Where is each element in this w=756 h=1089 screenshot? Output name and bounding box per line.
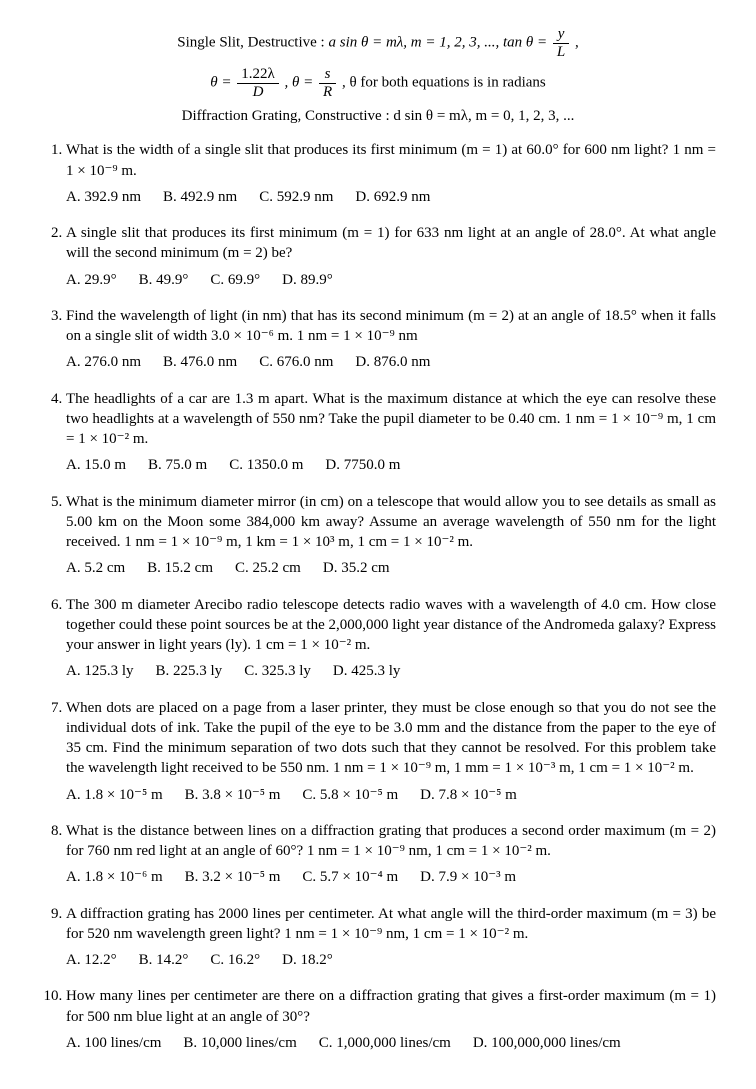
choice: A. 100 lines/cm (66, 1033, 161, 1053)
problem-item: Find the wavelength of light (in nm) tha… (66, 306, 716, 373)
problem-text: A diffraction grating has 2000 lines per… (66, 904, 716, 945)
choice: C. 69.9° (210, 270, 260, 290)
problem-item: The 300 m diameter Arecibo radio telesco… (66, 595, 716, 682)
problem-item: The headlights of a car are 1.3 m apart.… (66, 389, 716, 476)
problem-item: How many lines per centimeter are there … (66, 986, 716, 1053)
choice: B. 75.0 m (148, 455, 207, 475)
choice: A. 15.0 m (66, 455, 126, 475)
choice: B. 15.2 cm (147, 558, 213, 578)
fraction-den: R (319, 84, 336, 101)
choice: A. 276.0 nm (66, 352, 141, 372)
problem-list: What is the width of a single slit that … (40, 140, 716, 1053)
fraction-den: L (553, 44, 569, 61)
choice: A. 392.9 nm (66, 187, 141, 207)
problem-item: What is the minimum diameter mirror (in … (66, 492, 716, 579)
choice: B. 492.9 nm (163, 187, 237, 207)
problem-text: The headlights of a car are 1.3 m apart.… (66, 389, 716, 450)
problem-text: What is the minimum diameter mirror (in … (66, 492, 716, 553)
choice-row: A. 125.3 ly B. 225.3 ly C. 325.3 ly D. 425.… (66, 661, 716, 681)
formula-text: , θ = (285, 74, 318, 90)
choice-row: A. 1.8 × 10⁻⁵ m B. 3.8 × 10⁻⁵ m C. 5.8 × 1… (66, 785, 716, 805)
problem-text: When dots are placed on a page from a la… (66, 698, 716, 779)
choice: B. 10,000 lines/cm (183, 1033, 296, 1053)
formula-line-2: θ = 1.22λ D , θ = s R , θ for both equat… (40, 66, 716, 100)
choice-row: A. 12.2° B. 14.2° C. 16.2° D. 18.2° (66, 950, 716, 970)
choice: A. 5.2 cm (66, 558, 125, 578)
choice: B. 476.0 nm (163, 352, 237, 372)
choice: B. 3.8 × 10⁻⁵ m (185, 785, 281, 805)
choice: D. 7750.0 m (325, 455, 400, 475)
choice: D. 425.3 ly (333, 661, 401, 681)
formula-text: θ = (210, 74, 235, 90)
choice: B. 3.2 × 10⁻⁵ m (185, 867, 281, 887)
choice: C. 5.7 × 10⁻⁴ m (302, 867, 398, 887)
formula-text: Diffraction Grating, Constructive : d si… (182, 108, 575, 124)
problem-item: What is the distance between lines on a … (66, 821, 716, 888)
choice: D. 876.0 nm (355, 352, 430, 372)
choice: C. 1,000,000 lines/cm (319, 1033, 451, 1053)
fraction: s R (319, 66, 336, 100)
choice: C. 25.2 cm (235, 558, 301, 578)
formula-block: Single Slit, Destructive : a sin θ = mλ,… (40, 26, 716, 126)
choice-row: A. 15.0 m B. 75.0 m C. 1350.0 m D. 7750.0 m (66, 455, 716, 475)
formula-line-3: Diffraction Grating, Constructive : d si… (40, 106, 716, 126)
fraction: y L (553, 26, 569, 60)
choice: D. 35.2 cm (323, 558, 390, 578)
choice: B. 49.9° (139, 270, 189, 290)
choice: A. 1.8 × 10⁻⁶ m (66, 867, 163, 887)
fraction-num: s (319, 66, 336, 84)
choice-row: A. 1.8 × 10⁻⁶ m B. 3.2 × 10⁻⁵ m C. 5.7 × 1… (66, 867, 716, 887)
choice: A. 12.2° (66, 950, 117, 970)
fraction-num: y (553, 26, 569, 44)
problem-item: What is the width of a single slit that … (66, 140, 716, 207)
choice: C. 325.3 ly (244, 661, 311, 681)
choice: C. 16.2° (210, 950, 260, 970)
choice: A. 1.8 × 10⁻⁵ m (66, 785, 163, 805)
choice: D. 89.9° (282, 270, 333, 290)
choice: D. 692.9 nm (355, 187, 430, 207)
choice-row: A. 5.2 cm B. 15.2 cm C. 25.2 cm D. 35.2 cm (66, 558, 716, 578)
choice: B. 14.2° (139, 950, 189, 970)
problem-text: How many lines per centimeter are there … (66, 986, 716, 1027)
fraction-den: D (237, 84, 279, 101)
choice: D. 100,000,000 lines/cm (473, 1033, 621, 1053)
choice: A. 29.9° (66, 270, 117, 290)
problem-item: A single slit that produces its first mi… (66, 223, 716, 290)
choice-row: A. 100 lines/cm B. 10,000 lines/cm C. 1,00… (66, 1033, 716, 1053)
choice: B. 225.3 ly (156, 661, 223, 681)
choice: C. 1350.0 m (229, 455, 303, 475)
choice: C. 5.8 × 10⁻⁵ m (302, 785, 398, 805)
fraction-num: 1.22λ (237, 66, 279, 84)
problem-text: What is the width of a single slit that … (66, 140, 716, 181)
choice: A. 125.3 ly (66, 661, 134, 681)
formula-text: Single Slit, Destructive : (177, 34, 328, 50)
formula-text: a sin θ = mλ, m = 1, 2, 3, ..., tan θ = (328, 34, 550, 50)
problem-item: A diffraction grating has 2000 lines per… (66, 904, 716, 971)
choice: D. 7.9 × 10⁻³ m (420, 867, 516, 887)
problem-text: A single slit that produces its first mi… (66, 223, 716, 264)
formula-text: , θ for both equations is in radians (342, 74, 546, 90)
formula-line-1: Single Slit, Destructive : a sin θ = mλ,… (40, 26, 716, 60)
choice-row: A. 392.9 nm B. 492.9 nm C. 592.9 nm D. 692.… (66, 187, 716, 207)
choice-row: A. 29.9° B. 49.9° C. 69.9° D. 89.9° (66, 270, 716, 290)
formula-text: , (575, 34, 579, 50)
problem-text: The 300 m diameter Arecibo radio telesco… (66, 595, 716, 656)
choice: D. 18.2° (282, 950, 333, 970)
choice: C. 592.9 nm (259, 187, 333, 207)
choice: D. 7.8 × 10⁻⁵ m (420, 785, 517, 805)
fraction: 1.22λ D (237, 66, 279, 100)
problem-text: Find the wavelength of light (in nm) tha… (66, 306, 716, 347)
problem-text: What is the distance between lines on a … (66, 821, 716, 862)
choice: C. 676.0 nm (259, 352, 333, 372)
problem-item: When dots are placed on a page from a la… (66, 698, 716, 805)
choice-row: A. 276.0 nm B. 476.0 nm C. 676.0 nm D. 876.… (66, 352, 716, 372)
